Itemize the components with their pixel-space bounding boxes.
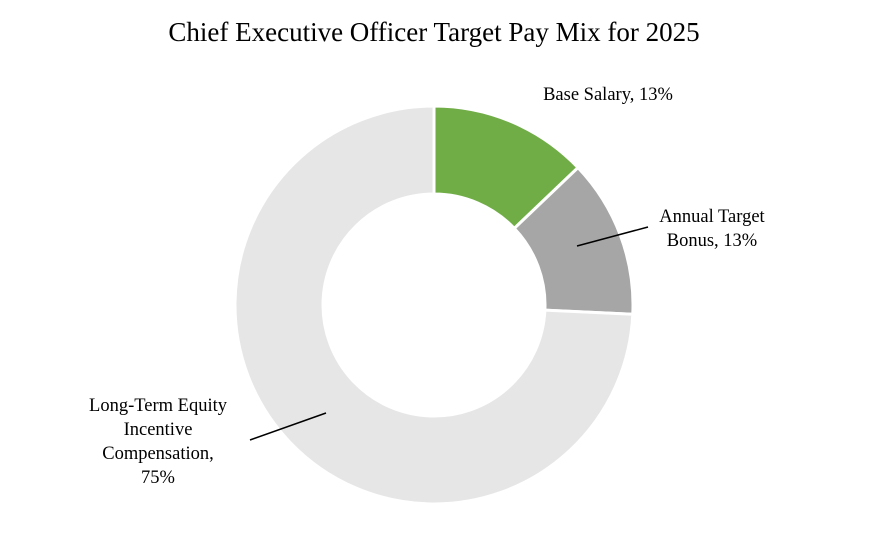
leader-line — [576, 226, 649, 247]
slice-label-line: Long-Term Equity — [89, 396, 228, 416]
slice-label-line: Annual Target — [659, 207, 765, 227]
slice-label-line: 75% — [141, 468, 175, 488]
slice-label-line: Compensation, — [102, 444, 214, 464]
slice-label: Long-Term Equity Incentive Compensation, 75… — [89, 396, 228, 488]
donut-slice — [233, 104, 635, 506]
slice-label: Annual Target Bonus, 13% — [659, 207, 765, 251]
slice-label-line: Incentive — [124, 420, 193, 440]
slice-label: Base Salary, 13% — [543, 85, 673, 105]
donut-slices — [233, 104, 635, 506]
slice-label-line: Bonus, 13% — [667, 231, 757, 251]
slice-label-line: Base Salary, 13% — [543, 85, 673, 105]
leader-line — [249, 412, 327, 441]
chart-title: Chief Executive Officer Target Pay Mix f… — [168, 17, 699, 47]
slice-labels: Base Salary, 13% Annual Target Bonus, 13% L… — [89, 85, 766, 488]
